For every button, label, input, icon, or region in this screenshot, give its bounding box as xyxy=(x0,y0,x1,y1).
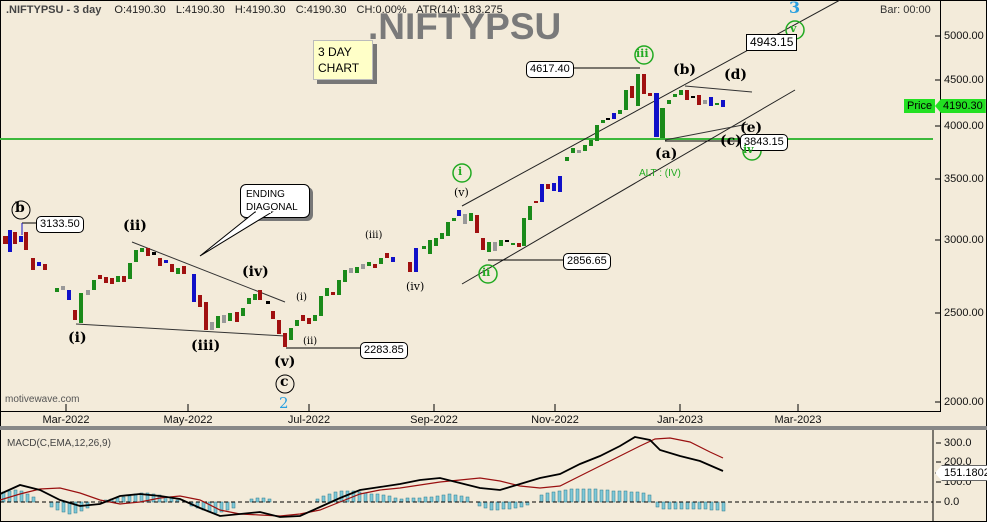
close-value: C:4190.30 xyxy=(295,4,347,16)
candles xyxy=(3,74,725,347)
level-label-3133[interactable]: 3133.50 xyxy=(36,216,84,233)
wave-label-b: b xyxy=(15,200,25,216)
wave-label-2: 2 xyxy=(279,394,289,412)
macd-tick-0: 0.0 xyxy=(944,496,960,508)
x-tick-jul-2022: Jul-2022 xyxy=(287,414,331,426)
x-tick-mar-2023: Mar-2023 xyxy=(774,414,822,426)
wave-label-b-minor: (b) xyxy=(673,62,697,78)
wave-label-minor-v: (v) xyxy=(274,354,296,370)
y-tick-5000: 5000.00 xyxy=(944,30,984,42)
bar-timer: Bar: 00:00 xyxy=(880,4,931,16)
y-tick-2000: 2000.00 xyxy=(944,396,984,408)
change-value: CH:0.00% xyxy=(356,4,407,16)
diagonal-lower-line[interactable] xyxy=(75,323,286,337)
high-value: H:4190.30 xyxy=(234,4,286,16)
wave-label-minute-i: (i) xyxy=(296,292,308,303)
wave-label-minor-ii: (ii) xyxy=(123,218,147,234)
y-tick-3500: 3500.00 xyxy=(944,173,984,185)
macd-line xyxy=(0,436,724,518)
atr-value: ATR(14): 183.275 xyxy=(416,4,503,16)
macd-title: MACD(C,EMA,12,26,9) xyxy=(7,438,111,449)
triangle-upper-line[interactable] xyxy=(684,85,753,93)
time-axis-line xyxy=(0,411,941,412)
alt-label: ALT : (IV) xyxy=(639,168,681,179)
level-label-4943[interactable]: 4943.15 xyxy=(746,34,798,51)
wave-label-d: (d) xyxy=(724,67,748,83)
x-tick-jan-2023: Jan-2023 xyxy=(657,414,703,426)
wave-label-minor-i: (i) xyxy=(68,330,87,346)
wave-label-minute-ii: (ii) xyxy=(303,336,318,347)
wave-label-c-minor: (c) xyxy=(720,133,742,149)
triangle-lower-line[interactable] xyxy=(664,123,749,141)
y-tick-2500: 2500.00 xyxy=(944,307,984,319)
ending-diagonal-callout[interactable]: ENDING DIAGONAL xyxy=(240,184,310,218)
macd-current-value: 151.1802 xyxy=(935,465,987,481)
last-price-marker: 4190.30 xyxy=(935,99,986,113)
wave-label-e: (e) xyxy=(740,120,763,136)
wave-label-minor-iii: (iii) xyxy=(191,338,221,354)
wave-label-green-iii: iii xyxy=(636,47,649,60)
wave-label-c: c xyxy=(280,374,289,390)
wave-label-green-iv: iv xyxy=(743,143,754,156)
y-tick-4000: 4000.00 xyxy=(944,120,984,132)
wave-label-minute-v: (v) xyxy=(454,186,469,199)
wave-label-minor-iv: (iv) xyxy=(242,264,269,280)
level-label-2856[interactable]: 2856.65 xyxy=(563,253,611,270)
wave-label-a: (a) xyxy=(655,146,678,162)
watermark-title: .NIFTYPSU xyxy=(368,6,562,47)
price-tag-label: Price xyxy=(904,99,936,113)
y-tick-4500: 4500.00 xyxy=(944,74,984,86)
x-tick-sep-2022: Sep-2022 xyxy=(410,414,458,426)
channel-lower-line[interactable] xyxy=(461,89,796,285)
wave-label-3: 3 xyxy=(789,0,801,17)
open-value: O:4190.30 xyxy=(114,4,166,16)
watermark: motivewave.com xyxy=(5,394,80,405)
x-tick-mar-2022: Mar-2022 xyxy=(42,414,90,426)
ohlc-header: .NIFTYPSU - 3 day O:4190.30 L:4190.30 H:… xyxy=(6,4,510,16)
level-label-2283[interactable]: 2283.85 xyxy=(360,342,408,359)
wave-label-green-v: v xyxy=(790,22,797,35)
wave-label-minute-iii: (iii) xyxy=(365,230,383,241)
wave-label-green-ii: ii xyxy=(482,266,491,279)
x-tick-nov-2022: Nov-2022 xyxy=(531,414,579,426)
chart-note[interactable]: 3 DAY CHART xyxy=(313,40,373,80)
wave-label-minute-iv: (iv) xyxy=(406,280,425,293)
level-label-3843[interactable]: 3843.15 xyxy=(740,134,788,151)
macd-signal-line xyxy=(0,437,724,517)
low-value: L:4190.30 xyxy=(175,4,225,16)
wave-label-green-1: i xyxy=(458,165,463,178)
level-label-4617[interactable]: 4617.40 xyxy=(526,61,574,78)
x-tick-may-2022: May-2022 xyxy=(163,414,213,426)
y-tick-3000: 3000.00 xyxy=(944,234,984,246)
symbol-label: .NIFTYPSU - 3 day xyxy=(6,4,102,16)
price-axis-line xyxy=(940,0,941,412)
macd-tick-300: 300.0 xyxy=(944,437,972,449)
macd-histogram xyxy=(1,488,726,515)
panel-separator[interactable] xyxy=(0,426,987,430)
